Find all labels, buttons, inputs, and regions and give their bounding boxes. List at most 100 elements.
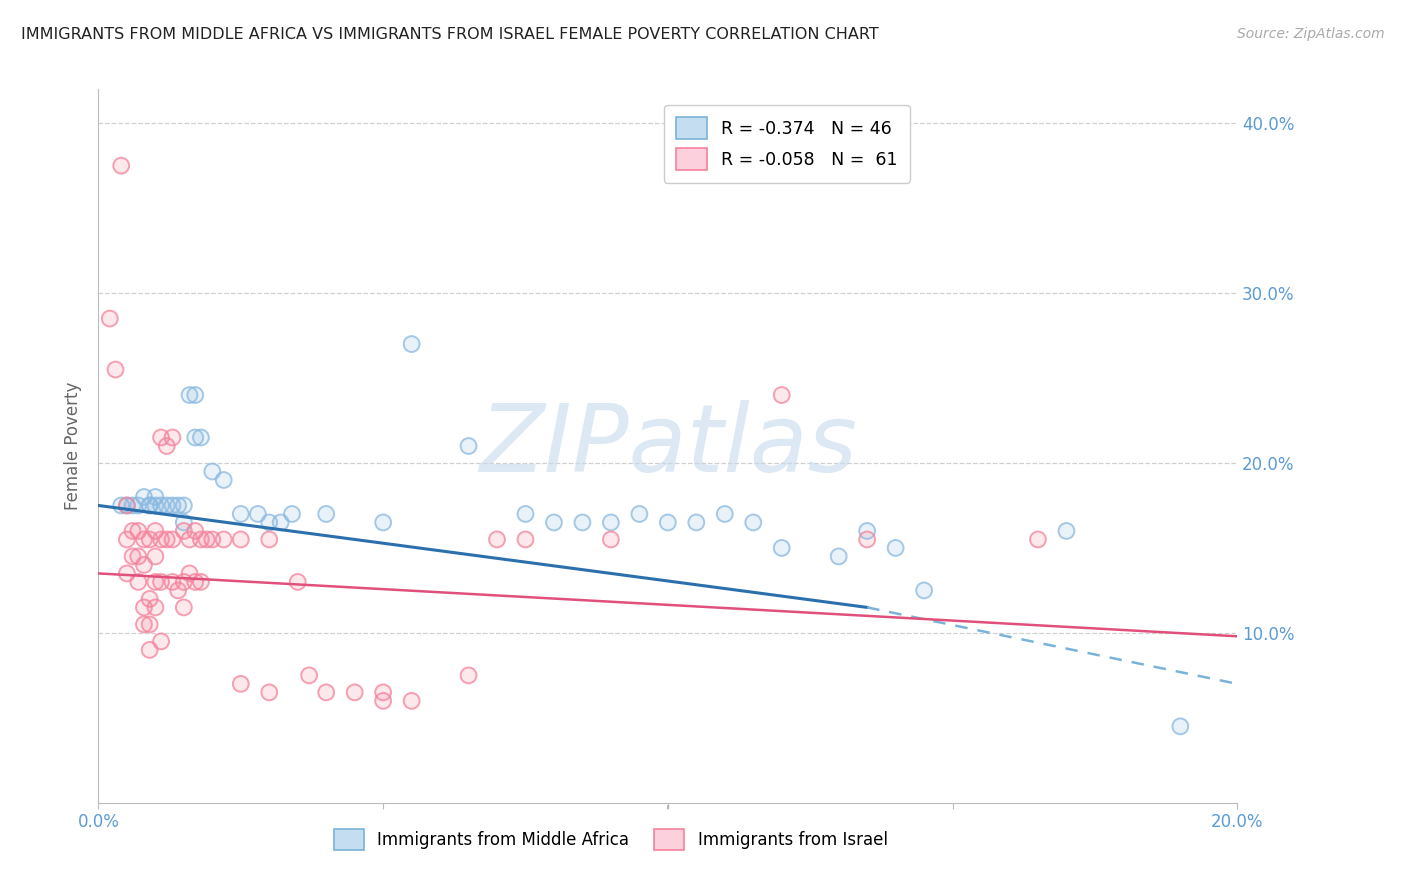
Point bbox=[298, 668, 321, 682]
Point bbox=[121, 499, 143, 513]
Point bbox=[315, 685, 337, 699]
Point bbox=[156, 439, 179, 453]
Point bbox=[287, 574, 309, 589]
Point bbox=[543, 516, 565, 530]
Point bbox=[486, 533, 509, 547]
Point bbox=[132, 600, 155, 615]
Point bbox=[179, 566, 201, 581]
Point bbox=[150, 533, 173, 547]
Point bbox=[600, 533, 623, 547]
Point bbox=[121, 549, 143, 564]
Point bbox=[138, 643, 160, 657]
Point bbox=[184, 524, 207, 538]
Point bbox=[714, 507, 737, 521]
Point bbox=[115, 499, 138, 513]
Point bbox=[571, 516, 593, 530]
Point bbox=[162, 574, 184, 589]
Point bbox=[145, 490, 167, 504]
Point bbox=[259, 533, 281, 547]
Point bbox=[685, 516, 707, 530]
Point bbox=[162, 574, 184, 589]
Point bbox=[281, 507, 304, 521]
Point bbox=[145, 524, 167, 538]
Point bbox=[259, 685, 281, 699]
Point bbox=[104, 362, 127, 376]
Point bbox=[156, 499, 179, 513]
Point bbox=[132, 558, 155, 572]
Point bbox=[195, 533, 218, 547]
Point bbox=[201, 533, 224, 547]
Point bbox=[457, 439, 479, 453]
Point bbox=[138, 533, 160, 547]
Point bbox=[828, 549, 851, 564]
Point bbox=[628, 507, 651, 521]
Point bbox=[195, 533, 218, 547]
Point bbox=[259, 533, 281, 547]
Point bbox=[173, 600, 195, 615]
Point bbox=[145, 499, 167, 513]
Point bbox=[167, 499, 190, 513]
Point bbox=[515, 533, 537, 547]
Point bbox=[156, 439, 179, 453]
Point bbox=[145, 600, 167, 615]
Point bbox=[173, 600, 195, 615]
Point bbox=[98, 311, 121, 326]
Point bbox=[127, 499, 149, 513]
Point bbox=[110, 499, 132, 513]
Point bbox=[229, 677, 252, 691]
Point bbox=[173, 524, 195, 538]
Point bbox=[657, 516, 679, 530]
Point bbox=[373, 516, 395, 530]
Point bbox=[110, 499, 132, 513]
Y-axis label: Female Poverty: Female Poverty bbox=[65, 382, 83, 510]
Point bbox=[150, 634, 173, 648]
Point bbox=[287, 574, 309, 589]
Point bbox=[138, 499, 160, 513]
Point bbox=[150, 430, 173, 444]
Point bbox=[259, 685, 281, 699]
Point bbox=[486, 533, 509, 547]
Point bbox=[132, 617, 155, 632]
Point bbox=[110, 159, 132, 173]
Point bbox=[121, 499, 143, 513]
Point bbox=[190, 574, 212, 589]
Point bbox=[138, 617, 160, 632]
Point bbox=[132, 533, 155, 547]
Point bbox=[190, 533, 212, 547]
Point bbox=[246, 507, 269, 521]
Point bbox=[162, 533, 184, 547]
Point bbox=[104, 362, 127, 376]
Point bbox=[145, 574, 167, 589]
Point bbox=[173, 499, 195, 513]
Point bbox=[212, 473, 235, 487]
Point bbox=[138, 617, 160, 632]
Point bbox=[138, 499, 160, 513]
Point bbox=[742, 516, 765, 530]
Point bbox=[145, 549, 167, 564]
Point bbox=[315, 507, 337, 521]
Point bbox=[127, 524, 149, 538]
Point bbox=[121, 524, 143, 538]
Point bbox=[138, 591, 160, 606]
Point bbox=[156, 499, 179, 513]
Point bbox=[150, 430, 173, 444]
Point bbox=[138, 499, 160, 513]
Point bbox=[1026, 533, 1049, 547]
Point bbox=[457, 439, 479, 453]
Text: Source: ZipAtlas.com: Source: ZipAtlas.com bbox=[1237, 27, 1385, 41]
Point bbox=[173, 516, 195, 530]
Point bbox=[201, 465, 224, 479]
Point bbox=[127, 549, 149, 564]
Point bbox=[343, 685, 366, 699]
Text: IMMIGRANTS FROM MIDDLE AFRICA VS IMMIGRANTS FROM ISRAEL FEMALE POVERTY CORRELATI: IMMIGRANTS FROM MIDDLE AFRICA VS IMMIGRA… bbox=[21, 27, 879, 42]
Point bbox=[184, 524, 207, 538]
Point bbox=[167, 499, 190, 513]
Point bbox=[115, 499, 138, 513]
Point bbox=[543, 516, 565, 530]
Point bbox=[770, 388, 793, 402]
Point bbox=[770, 541, 793, 555]
Point bbox=[167, 583, 190, 598]
Point bbox=[515, 507, 537, 521]
Point bbox=[770, 541, 793, 555]
Point bbox=[401, 337, 423, 351]
